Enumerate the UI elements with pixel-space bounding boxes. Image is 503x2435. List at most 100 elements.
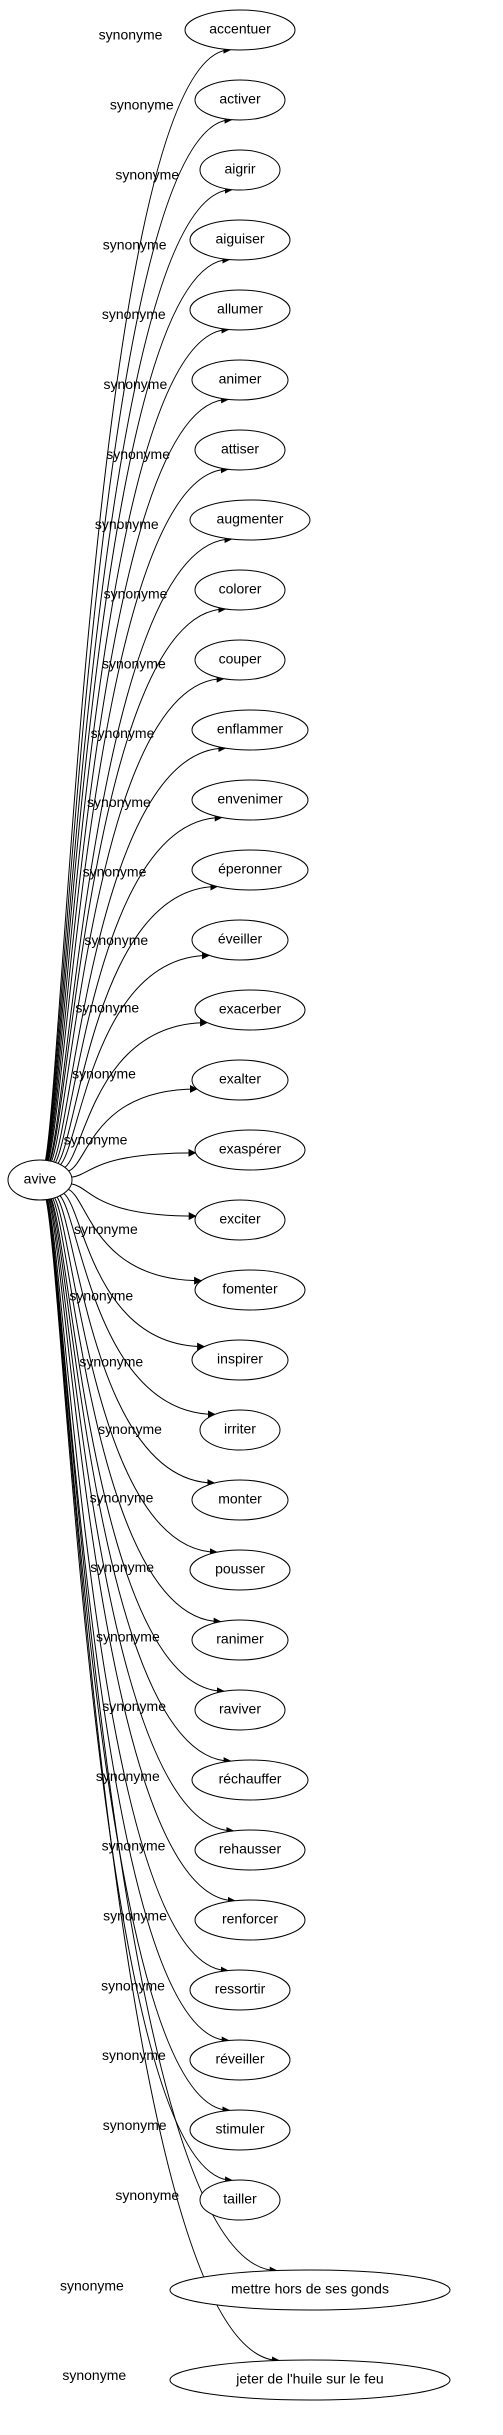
edge-label: synonyme [72,1066,136,1082]
target-node: animer [192,360,288,400]
edge-label: synonyme [95,516,159,532]
node-label: irriter [224,1421,256,1437]
target-node: éperonner [192,850,308,890]
edge [71,1184,195,1216]
target-node: pousser [190,1550,290,1590]
node-label: animer [219,371,262,387]
edge-label: synonyme [60,2277,124,2293]
node-label: monter [218,1491,262,1507]
node-label: réchauffer [219,1771,282,1787]
target-node: exalter [192,1060,288,1100]
target-node: réchauffer [192,1760,308,1800]
node-label: attiser [221,441,259,457]
target-node: raviver [195,1690,285,1730]
target-node: augmenter [190,500,310,540]
edge-label: synonyme [64,1132,128,1148]
node-label: aiguiser [215,231,264,247]
source-node: avive [8,1160,72,1200]
node-label: exacerber [219,1001,282,1017]
edge-label: synonyme [87,794,151,810]
node-label: jeter de l'huile sur le feu [235,2371,383,2387]
node-label: ressortir [215,1981,266,1997]
target-node: aiguiser [190,220,290,260]
node-label: raviver [219,1701,261,1717]
target-node: allumer [190,290,290,330]
edge [72,1153,196,1177]
edge-label: synonyme [115,166,179,182]
edge-label: synonyme [84,932,148,948]
edge-label: synonyme [96,1628,160,1644]
node-label: tailler [223,2191,257,2207]
target-node: mettre hors de ses gonds [170,2270,450,2310]
node-label: renforcer [222,1911,278,1927]
node-label: exalter [219,1071,261,1087]
node-label: inspirer [217,1351,263,1367]
node-label: colorer [219,581,262,597]
edge [49,1199,235,1901]
target-node: jeter de l'huile sur le feu [170,2360,450,2400]
edge-label: synonyme [62,2367,126,2383]
target-node: inspirer [192,1340,288,1380]
edge-label: synonyme [74,1221,138,1237]
node-label: accentuer [209,21,271,37]
node-label: éperonner [218,861,282,877]
node-label: aigrir [224,161,255,177]
target-node: monter [192,1480,288,1520]
edge-label: synonyme [75,999,139,1015]
target-node: exciter [195,1200,285,1240]
edge-label: synonyme [106,446,170,462]
edge-label: synonyme [110,96,174,112]
target-node: attiser [195,430,285,470]
node-label: exaspérer [219,1141,282,1157]
target-node: renforcer [195,1900,305,1940]
target-node: colorer [195,570,285,610]
edge-label: synonyme [83,863,147,879]
target-node: éveiller [192,920,288,960]
target-node: réveiller [190,2040,290,2080]
target-node: ranimer [192,1620,288,1660]
node-label: couper [219,651,262,667]
node-label: réveiller [215,2051,264,2067]
target-node: tailler [200,2180,280,2220]
target-node: couper [195,640,285,680]
node-label: avive [24,1171,57,1187]
node-label: exciter [219,1211,261,1227]
node-label: éveiller [218,931,263,947]
edge-label: synonyme [99,26,163,42]
edge-label: synonyme [103,1907,167,1923]
node-label: augmenter [217,511,284,527]
node-label: enflammer [217,721,283,737]
node-label: fomenter [222,1281,278,1297]
edge-label: synonyme [103,376,167,392]
edge [47,1200,230,2111]
node-label: envenimer [217,791,283,807]
edge-label: synonyme [96,1768,160,1784]
target-node: envenimer [192,780,308,820]
target-node: fomenter [195,1270,305,1310]
edge-label: synonyme [102,306,166,322]
edge-label: synonyme [69,1287,133,1303]
target-node: irriter [200,1410,280,1450]
target-node: accentuer [185,10,295,50]
target-node: enflammer [192,710,308,750]
edge [69,1089,197,1171]
target-node: aigrir [200,150,280,190]
target-node: exaspérer [195,1130,305,1170]
edge [47,260,230,1161]
edge-label: synonyme [115,2187,179,2203]
edge-label: synonyme [103,236,167,252]
node-label: activer [219,91,261,107]
node-label: rehausser [219,1841,282,1857]
node-label: allumer [217,301,263,317]
synonym-graph: synonyme synonyme synonyme synonyme synonyme… [0,0,503,2435]
edge [57,1197,215,1483]
node-label: ranimer [216,1631,264,1647]
target-node: stimuler [190,2110,290,2150]
edge-label: synonyme [104,586,168,602]
node-label: stimuler [215,2121,264,2137]
edge-label: synonyme [102,655,166,671]
target-node: ressortir [190,1970,290,2010]
target-node: exacerber [195,990,305,1030]
node-label: mettre hors de ses gonds [231,2281,389,2297]
target-node: rehausser [195,1830,305,1870]
